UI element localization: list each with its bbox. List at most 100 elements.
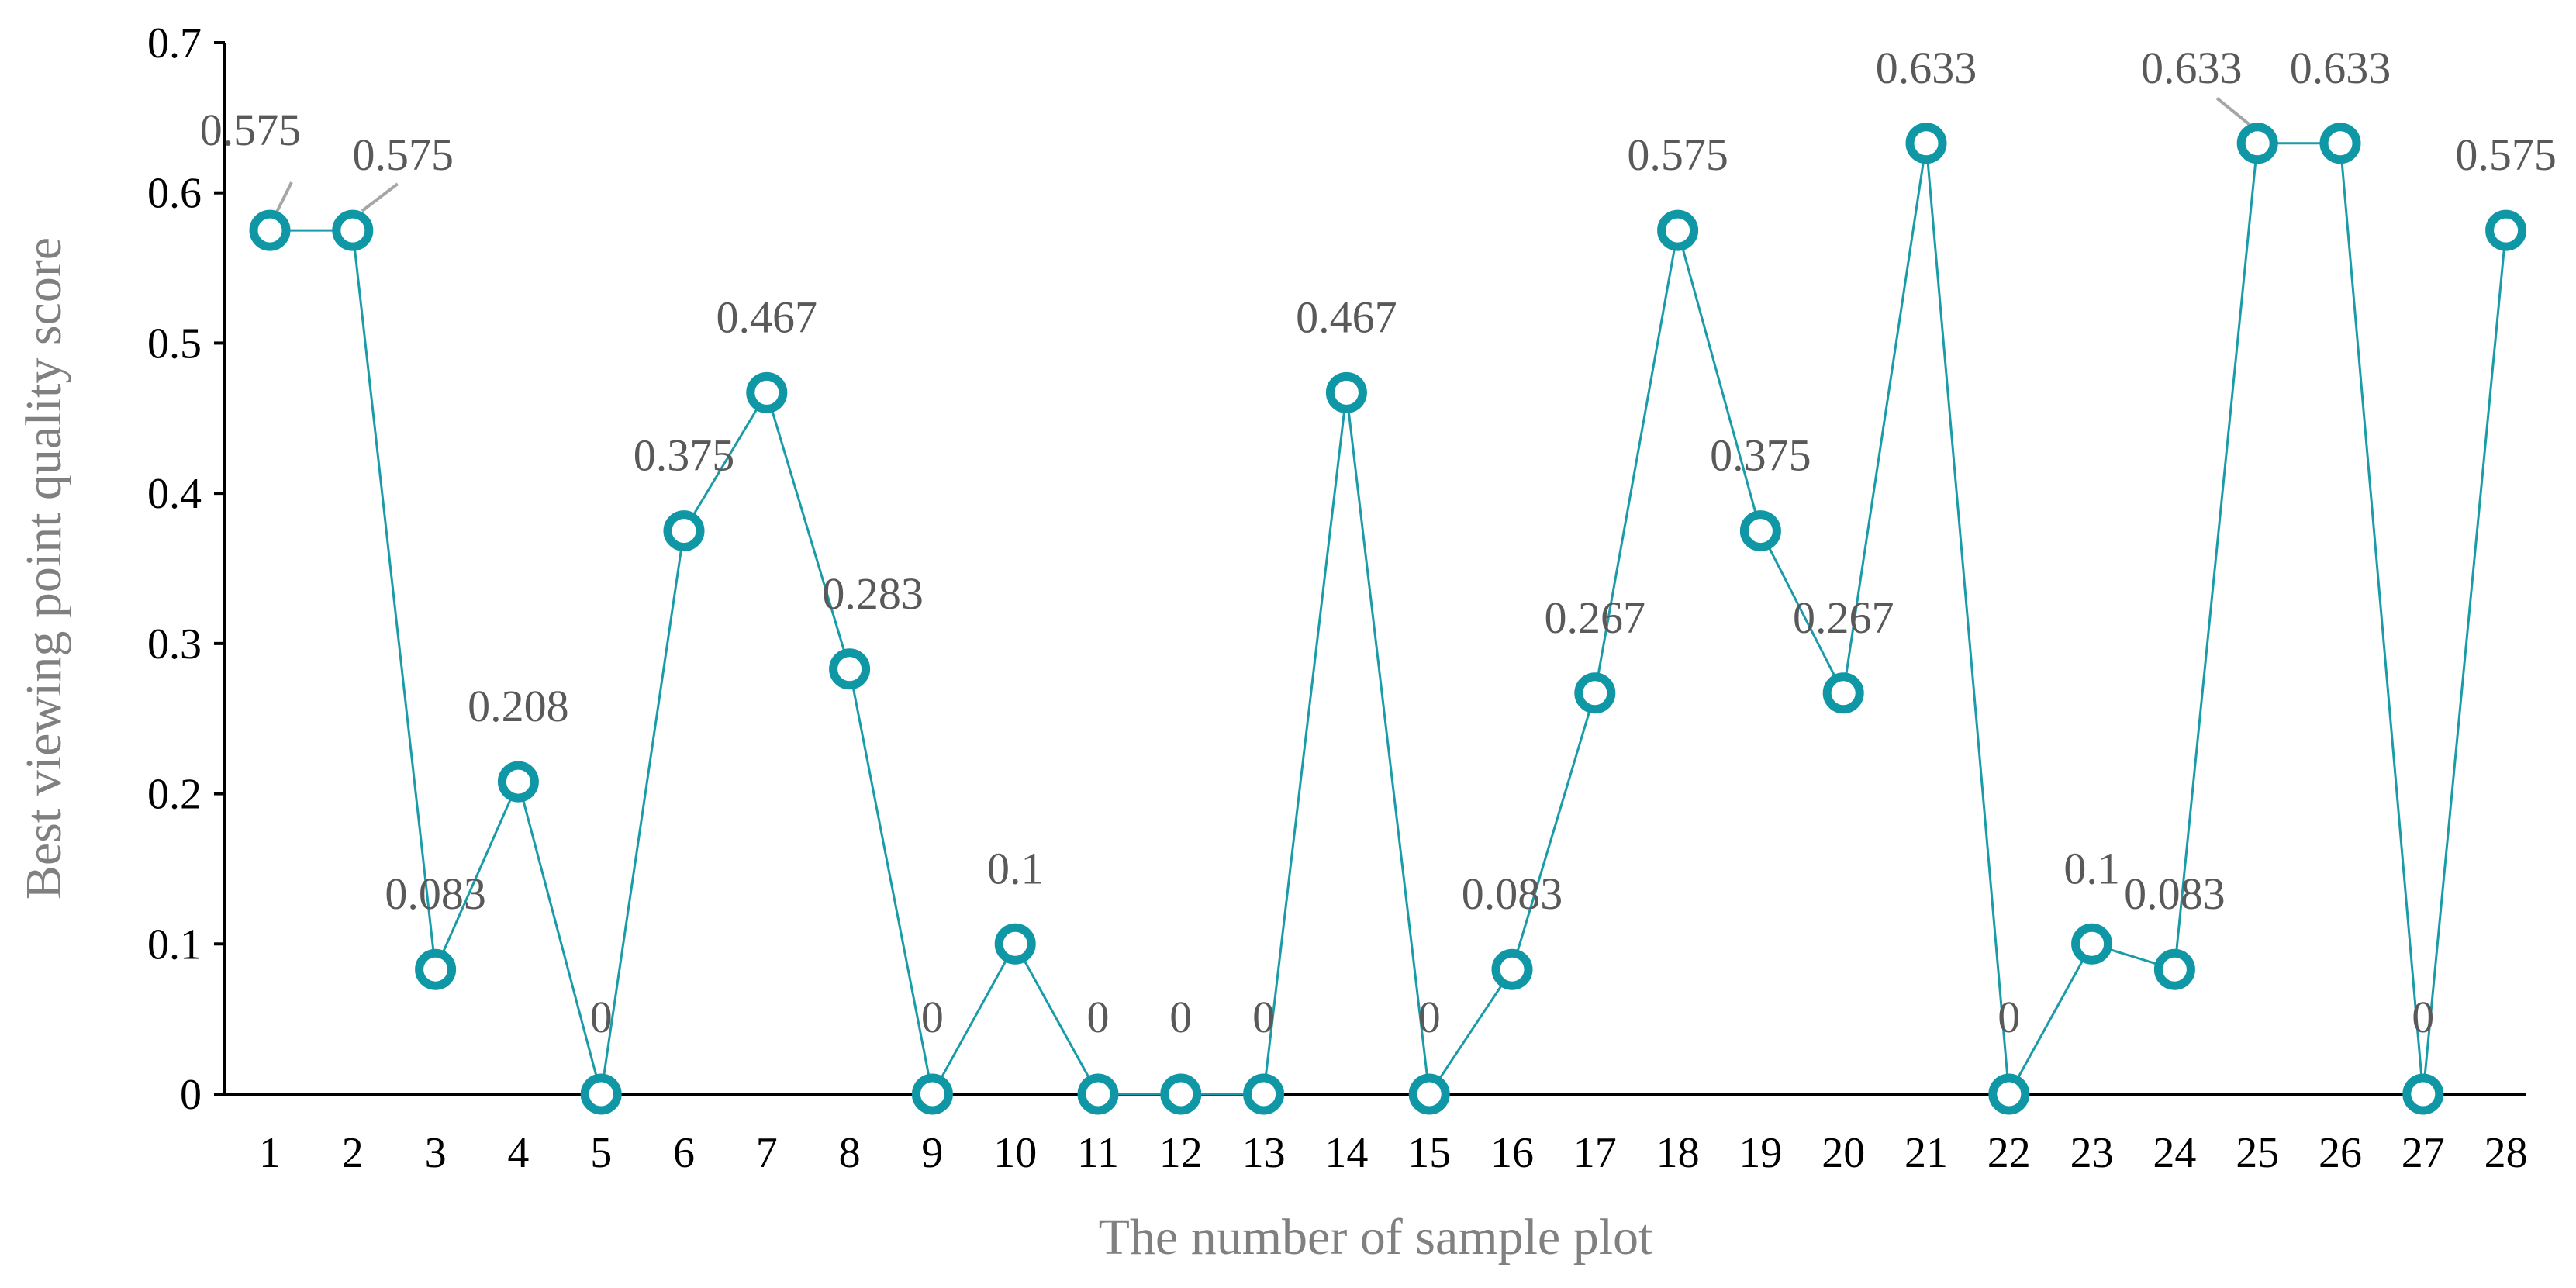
- x-tick-label: 12: [1159, 1129, 1203, 1177]
- data-label: 0: [1998, 992, 2020, 1042]
- data-point: [415, 948, 457, 990]
- x-tick-label: 23: [2070, 1129, 2114, 1177]
- data-label: 0.267: [1793, 592, 1894, 643]
- y-tick-label: 0.3: [147, 620, 202, 668]
- data-point: [580, 1073, 622, 1115]
- data-label: 0.083: [385, 868, 486, 919]
- data-label: 0.208: [468, 681, 569, 731]
- leader-line: [361, 182, 399, 212]
- data-label: 0.575: [353, 129, 454, 180]
- data-label: 0.375: [1710, 430, 1811, 481]
- x-tick-label: 3: [425, 1129, 447, 1177]
- data-point: [2071, 923, 2113, 965]
- y-axis-title: Best viewing point quality score: [16, 237, 72, 900]
- series-line-group: [270, 142, 2508, 1099]
- x-tick-label: 28: [2484, 1129, 2528, 1177]
- data-point: [994, 923, 1036, 965]
- data-point: [1160, 1073, 1202, 1115]
- data-label: 0.633: [1876, 43, 1977, 93]
- data-point: [1822, 672, 1864, 714]
- leader-lines: [275, 97, 2251, 215]
- data-label: 0: [1418, 992, 1441, 1042]
- data-label: 0: [921, 992, 944, 1042]
- data-point: [663, 510, 705, 552]
- data-point: [2153, 948, 2195, 990]
- data-point: [497, 761, 539, 803]
- data-labels: 0.575 0.575 0.083 0.208 0 0.375 0.467 0.283 0 0.1…: [200, 43, 2557, 1042]
- data-label: 0: [1087, 992, 1110, 1042]
- data-label: 0.575: [2455, 129, 2557, 180]
- data-point: [2402, 1073, 2444, 1115]
- x-tick-label: 14: [1324, 1129, 1368, 1177]
- data-point: [829, 648, 871, 690]
- x-tick-label: 8: [839, 1129, 861, 1177]
- data-label: 0.575: [200, 105, 302, 155]
- data-label: 0.083: [1462, 868, 1563, 919]
- axes: [223, 43, 2526, 1096]
- data-label: 0: [590, 992, 613, 1042]
- data-label: 0: [2412, 992, 2434, 1042]
- data-label: 0.283: [822, 568, 924, 619]
- leader-line: [275, 181, 293, 215]
- data-label: 0: [1252, 992, 1275, 1042]
- x-tick-label: 18: [1656, 1129, 1700, 1177]
- y-tick-label: 0.6: [147, 170, 202, 218]
- x-tick-label: 27: [2402, 1129, 2445, 1177]
- data-label: 0.083: [2124, 868, 2226, 919]
- x-tick-label: 13: [1242, 1129, 1286, 1177]
- data-point: [1574, 672, 1616, 714]
- data-point: [2236, 123, 2278, 164]
- data-point: [332, 209, 374, 251]
- y-tick-label: 0.5: [147, 319, 202, 368]
- data-point: [746, 371, 788, 413]
- data-label: 0.267: [1545, 592, 1646, 643]
- y-tick-label: 0.2: [147, 771, 202, 819]
- x-tick-label: 19: [1739, 1129, 1782, 1177]
- data-label: 0.1: [2063, 843, 2120, 893]
- data-label: 0.467: [717, 292, 818, 342]
- markers: [249, 123, 2527, 1115]
- x-tick-label: 2: [342, 1129, 364, 1177]
- x-tick-label: 7: [756, 1129, 778, 1177]
- x-tick-label: 1: [259, 1129, 281, 1177]
- data-point: [1408, 1073, 1450, 1115]
- x-tick-label: 5: [590, 1129, 612, 1177]
- data-label: 0.633: [2141, 43, 2243, 93]
- y-ticks: 0 0.1 0.2 0.3 0.4 0.5 0.6 0.7: [147, 19, 225, 1119]
- x-tick-label: 26: [2319, 1129, 2362, 1177]
- data-label: 0: [1169, 992, 1192, 1042]
- x-tick-label: 9: [921, 1129, 943, 1177]
- data-point: [1243, 1073, 1285, 1115]
- x-tick-label: 11: [1077, 1129, 1119, 1177]
- data-point: [249, 209, 291, 251]
- y-tick-label: 0.1: [147, 920, 202, 969]
- data-point: [911, 1073, 953, 1115]
- data-point: [1657, 209, 1699, 251]
- x-tick-label: 10: [993, 1129, 1037, 1177]
- x-tick-label: 16: [1490, 1129, 1534, 1177]
- data-label: 0.375: [634, 430, 735, 481]
- x-tick-label: 24: [2153, 1129, 2196, 1177]
- x-tick-label: 17: [1573, 1129, 1617, 1177]
- data-point: [1491, 948, 1533, 990]
- series-line: [270, 142, 2508, 1099]
- data-point: [1988, 1073, 2030, 1115]
- x-tick-label: 4: [507, 1129, 529, 1177]
- x-tick-label: 20: [1822, 1129, 1865, 1177]
- data-point: [1325, 371, 1367, 413]
- data-point: [1077, 1073, 1119, 1115]
- leader-line: [2215, 97, 2251, 126]
- x-ticks: 1 2 3 4 5 6 7 8 9 10 11 12 13 14 15 16 17 18 19 20 21 22 23 24 2…: [259, 1129, 2528, 1177]
- y-tick-label: 0: [180, 1071, 202, 1119]
- data-label: 0.467: [1296, 292, 1397, 342]
- x-axis-title: The number of sample plot: [1099, 1209, 1653, 1266]
- data-point: [2485, 209, 2527, 251]
- x-tick-label: 21: [1904, 1129, 1948, 1177]
- data-label: 0.633: [2290, 43, 2391, 93]
- x-tick-label: 25: [2236, 1129, 2279, 1177]
- y-tick-label: 0.4: [147, 470, 202, 518]
- y-tick-label: 0.7: [147, 19, 202, 67]
- data-point: [2319, 123, 2361, 164]
